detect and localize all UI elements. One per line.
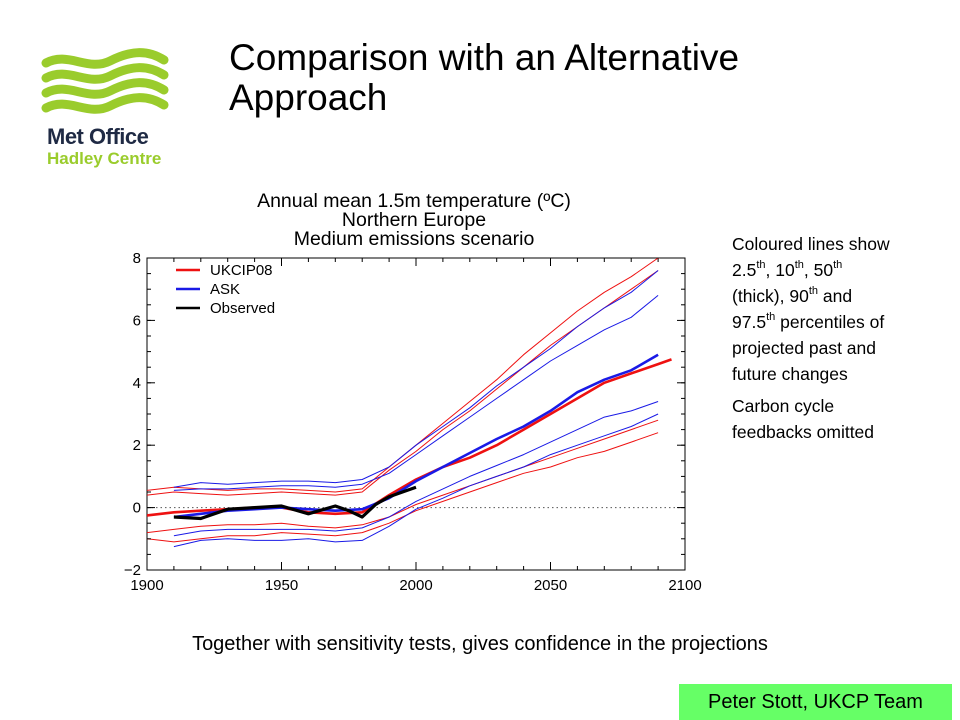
legend-label: Observed [210, 300, 275, 317]
logo-text-hadley-centre: Hadley Centre [47, 149, 162, 168]
x-tick-label: 1900 [130, 577, 163, 594]
note-text: (thick), 90 [732, 286, 809, 306]
logo-wave [41, 78, 169, 99]
series-line-ukcip08-p2_5 [147, 432, 659, 543]
note-superscript: th [766, 311, 776, 324]
chart-title-line: Northern Europe [342, 209, 486, 231]
series-line-ukcip08-p10 [147, 419, 659, 534]
chart-title: Annual mean 1.5m temperature (ºC)Norther… [257, 190, 571, 250]
logo-text-met-office: Met Office [47, 124, 149, 149]
note-carbon-cycle: Carbon cycle feedbacks omitted [732, 396, 875, 442]
y-tick-label: 6 [133, 312, 141, 329]
note-text: , 10 [765, 260, 795, 280]
note-superscript: th [794, 259, 804, 272]
series-lines [147, 258, 672, 548]
note-superscript: th [808, 285, 819, 298]
note-text: Coloured lines show 2.5 [732, 234, 890, 280]
y-tick-label: 2 [133, 437, 141, 454]
note-text: percentiles of projected past and future… [732, 312, 885, 384]
x-tick-label: 2100 [668, 577, 701, 594]
chart-title-line: Medium emissions scenario [294, 228, 535, 250]
x-tick-label: 2000 [399, 577, 432, 594]
series-line-ask-p50 [173, 353, 659, 519]
logo-waves-icon [41, 48, 169, 114]
side-notes: Coloured lines show 2.5th, 10th, 50th (t… [732, 231, 892, 451]
logo-wave [41, 93, 169, 114]
series-line-ask-p97_5 [173, 270, 659, 488]
series-line-ask-p90 [173, 295, 659, 491]
note-percentiles: Coloured lines show 2.5th, 10th, 50th (t… [732, 231, 892, 387]
axis-ticks: 1900 1950 2000 2050 2100 −2 0 2 4 6 8 [124, 250, 702, 594]
y-tick-label: −2 [124, 562, 141, 579]
legend-label: UKCIP08 [210, 262, 273, 279]
series-line-ukcip08-p50 [147, 358, 672, 517]
note-text: , 50 [803, 260, 834, 280]
y-tick-label: 0 [133, 500, 141, 517]
met-office-logo: Met Office Hadley Centre [40, 46, 170, 176]
slide-caption: Together with sensitivity tests, gives c… [192, 633, 768, 655]
note-superscript: th [756, 259, 766, 272]
logo-wave [41, 63, 169, 84]
series-line-ask-p2_5 [173, 413, 659, 548]
chart-title-line: Annual mean 1.5m temperature (ºC) [257, 190, 571, 212]
series-line-observed [173, 485, 417, 521]
y-tick-label: 8 [133, 250, 141, 267]
author-credit: Peter Stott, UKCP Team [679, 684, 952, 720]
note-superscript: th [833, 259, 843, 272]
logo-wave [41, 48, 169, 69]
y-tick-label: 4 [133, 375, 141, 392]
legend-label: ASK [210, 281, 240, 298]
chart-legend: UKCIP08 ASK Observed [176, 262, 275, 317]
temperature-chart: Annual mean 1.5m temperature (ºC)Norther… [124, 190, 702, 594]
x-tick-label: 1950 [265, 577, 298, 594]
slide-title: Comparison with an Alternative Approach [229, 37, 740, 118]
note-text: and 97.5 [732, 286, 853, 332]
series-line-ask-p10 [173, 401, 659, 537]
x-tick-label: 2050 [534, 577, 567, 594]
